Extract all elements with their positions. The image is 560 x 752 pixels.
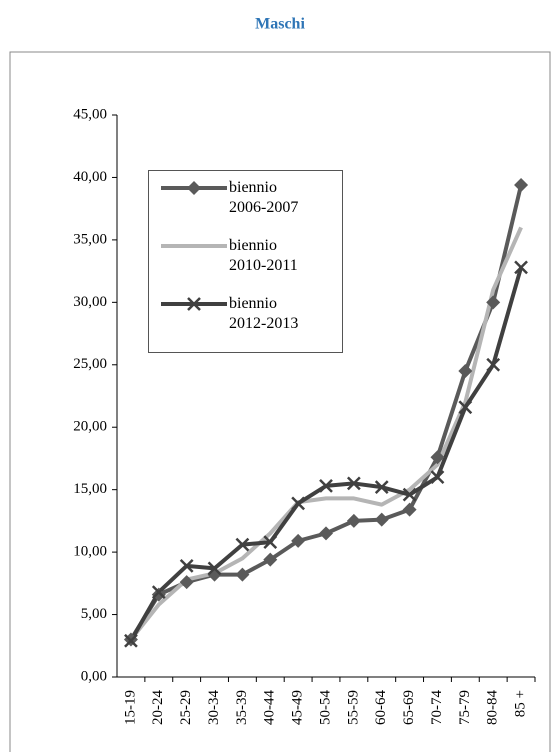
- x-tick-label: 50-54: [317, 690, 333, 725]
- legend-swatch: [161, 297, 227, 311]
- y-tick-label: 10,00: [73, 544, 107, 560]
- marker-x: [346, 476, 361, 491]
- marker-x: [263, 535, 278, 550]
- marker-x: [430, 470, 445, 485]
- marker-x: [187, 297, 201, 311]
- marker-x: [235, 537, 250, 552]
- legend-label: biennio 2006-2007: [229, 179, 299, 216]
- marker-diamond: [402, 502, 417, 517]
- x-tick-label: 65-69: [401, 690, 417, 725]
- y-tick-label: 5,00: [81, 606, 107, 622]
- x-tick-label: 45-49: [290, 690, 306, 725]
- marker-diamond: [430, 450, 445, 465]
- y-tick-label: 40,00: [73, 169, 107, 185]
- x-tick-label: 25-29: [178, 690, 194, 725]
- x-tick-label: 85 +: [513, 690, 529, 717]
- marker-diamond: [263, 552, 278, 567]
- marker-x: [291, 496, 306, 511]
- chart-border: [9, 51, 551, 752]
- x-tick-label: 80-84: [485, 690, 501, 725]
- marker-diamond: [514, 177, 529, 192]
- marker-x: [151, 585, 166, 599]
- marker-x: [207, 561, 222, 576]
- y-tick-label: 15,00: [73, 481, 107, 497]
- legend-item: biennio 2012-2013: [159, 293, 342, 351]
- marker-x: [319, 479, 333, 493]
- x-tick-label: 75-79: [457, 690, 473, 725]
- marker-diamond: [179, 575, 194, 590]
- marker-diamond: [374, 512, 389, 527]
- legend: biennio 2006-2007 biennio 2010-2011 bienni…: [148, 170, 343, 353]
- marker-diamond: [235, 567, 250, 582]
- legend-label: biennio 2010-2011: [229, 237, 298, 274]
- x-tick-label: 30-34: [206, 690, 222, 725]
- chart-title: Maschi: [255, 16, 305, 33]
- marker-x: [124, 633, 138, 648]
- legend-item: biennio 2010-2011: [159, 235, 342, 293]
- legend-label: biennio 2012-2013: [229, 295, 299, 332]
- y-tick-label: 35,00: [73, 231, 107, 247]
- x-tick-label: 15-19: [122, 690, 138, 725]
- legend-item: biennio 2006-2007: [159, 177, 342, 235]
- marker-diamond: [187, 181, 201, 195]
- x-tick-label: 55-59: [345, 690, 361, 725]
- x-tick-label: 20-24: [150, 690, 166, 725]
- marker-x: [458, 400, 473, 415]
- series-line: [129, 226, 523, 641]
- marker-x: [402, 487, 417, 502]
- marker-diamond: [151, 587, 166, 602]
- marker-diamond: [319, 526, 333, 541]
- y-tick-label: 20,00: [73, 419, 107, 435]
- y-tick-label: 0,00: [81, 668, 107, 684]
- y-tick-label: 30,00: [73, 294, 107, 310]
- marker-x: [486, 357, 501, 372]
- x-tick-label: 60-64: [373, 690, 389, 725]
- y-tick-label: 45,00: [73, 106, 107, 122]
- x-tick-label: 35-39: [234, 690, 250, 725]
- marker-diamond: [458, 364, 473, 379]
- marker-diamond: [346, 513, 361, 528]
- marker-diamond: [486, 295, 501, 310]
- marker-x: [179, 558, 194, 573]
- y-tick-label: 25,00: [73, 356, 107, 372]
- marker-x: [514, 260, 528, 275]
- legend-swatch: [161, 244, 227, 248]
- marker-x: [374, 480, 389, 495]
- marker-diamond: [291, 533, 306, 548]
- x-tick-label: 40-44: [262, 690, 278, 725]
- x-tick-label: 70-74: [429, 690, 445, 725]
- legend-swatch: [161, 181, 227, 195]
